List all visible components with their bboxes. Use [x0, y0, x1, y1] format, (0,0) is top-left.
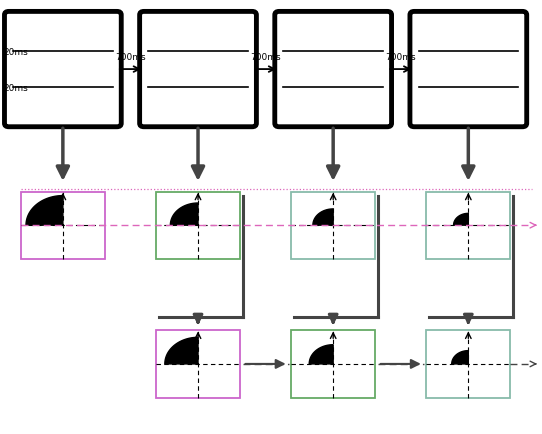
Bar — [156, 192, 240, 259]
Polygon shape — [309, 345, 333, 364]
Bar — [291, 331, 375, 398]
Bar — [291, 192, 375, 259]
Polygon shape — [26, 196, 63, 226]
Text: 700ms: 700ms — [250, 53, 281, 62]
Text: 700ms: 700ms — [115, 53, 146, 62]
Bar — [427, 192, 510, 259]
FancyBboxPatch shape — [4, 13, 121, 128]
Polygon shape — [454, 214, 468, 226]
Bar — [427, 331, 510, 398]
Bar — [21, 192, 105, 259]
Polygon shape — [170, 204, 198, 226]
Polygon shape — [313, 210, 333, 226]
Text: 20ms: 20ms — [3, 83, 28, 92]
Polygon shape — [451, 351, 468, 364]
FancyBboxPatch shape — [410, 13, 527, 128]
FancyBboxPatch shape — [275, 13, 391, 128]
Text: 700ms: 700ms — [385, 53, 416, 62]
FancyBboxPatch shape — [140, 13, 256, 128]
Text: 20ms: 20ms — [3, 47, 28, 56]
Bar — [156, 331, 240, 398]
Polygon shape — [165, 338, 198, 364]
